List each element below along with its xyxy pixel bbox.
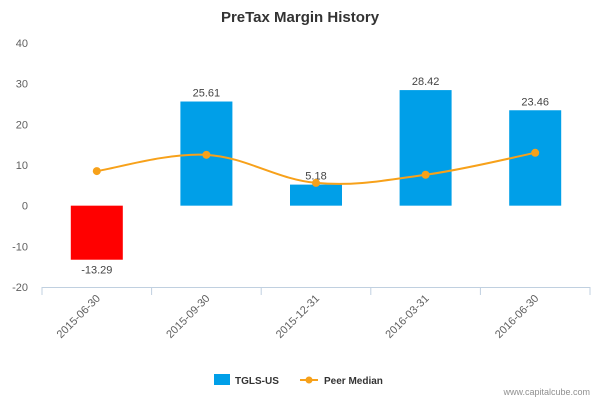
peer-median-series (92, 148, 540, 187)
bar-data-label: 5.18 (305, 171, 326, 183)
peer-median-point (202, 150, 211, 159)
y-tick-label: 10 (16, 160, 28, 172)
bar-series (70, 90, 562, 260)
peer-median-point (92, 167, 101, 176)
x-tick-label: 2015-12-31 (274, 293, 322, 341)
chart-title: PreTax Margin History (221, 9, 380, 26)
legend-swatch-peer-marker (305, 376, 313, 384)
x-axis: 2015-06-30 2015-09-30 2015-12-31 2016-03-31… (41, 287, 591, 341)
y-tick-label: -10 (12, 241, 28, 253)
x-tick-label: 2016-03-31 (383, 293, 431, 341)
bar-data-label: 23.46 (521, 96, 549, 108)
bar-data-label: 25.61 (193, 88, 221, 100)
bar (70, 205, 123, 260)
y-axis: -20 -10 0 10 20 30 40 (12, 38, 28, 294)
legend-swatch-tgls (214, 374, 230, 385)
legend: TGLS-US Peer Median (214, 374, 383, 387)
credit-text: www.capitalcube.com (502, 387, 590, 397)
y-tick-label: 30 (16, 79, 28, 91)
bar-data-label: -13.29 (81, 265, 112, 277)
bar (509, 110, 562, 206)
y-tick-label: -20 (12, 282, 28, 294)
peer-median-point (312, 178, 320, 187)
bar (399, 90, 452, 206)
bar-data-label: 28.42 (412, 76, 440, 88)
y-tick-label: 0 (22, 201, 28, 213)
peer-median-point (421, 170, 430, 179)
legend-label-peer-median: Peer Median (324, 376, 383, 387)
y-tick-label: 40 (16, 38, 28, 50)
bar-data-labels: -13.29 25.61 5.18 28.42 23.46 (81, 76, 549, 277)
x-tick-label: 2016-06-30 (493, 293, 541, 341)
legend-label-tgls: TGLS-US (235, 376, 279, 387)
x-tick-label: 2015-09-30 (164, 293, 212, 341)
bar (290, 184, 342, 206)
y-tick-label: 20 (16, 119, 28, 131)
x-tick-label: 2015-06-30 (55, 293, 103, 341)
peer-median-point (531, 148, 540, 157)
